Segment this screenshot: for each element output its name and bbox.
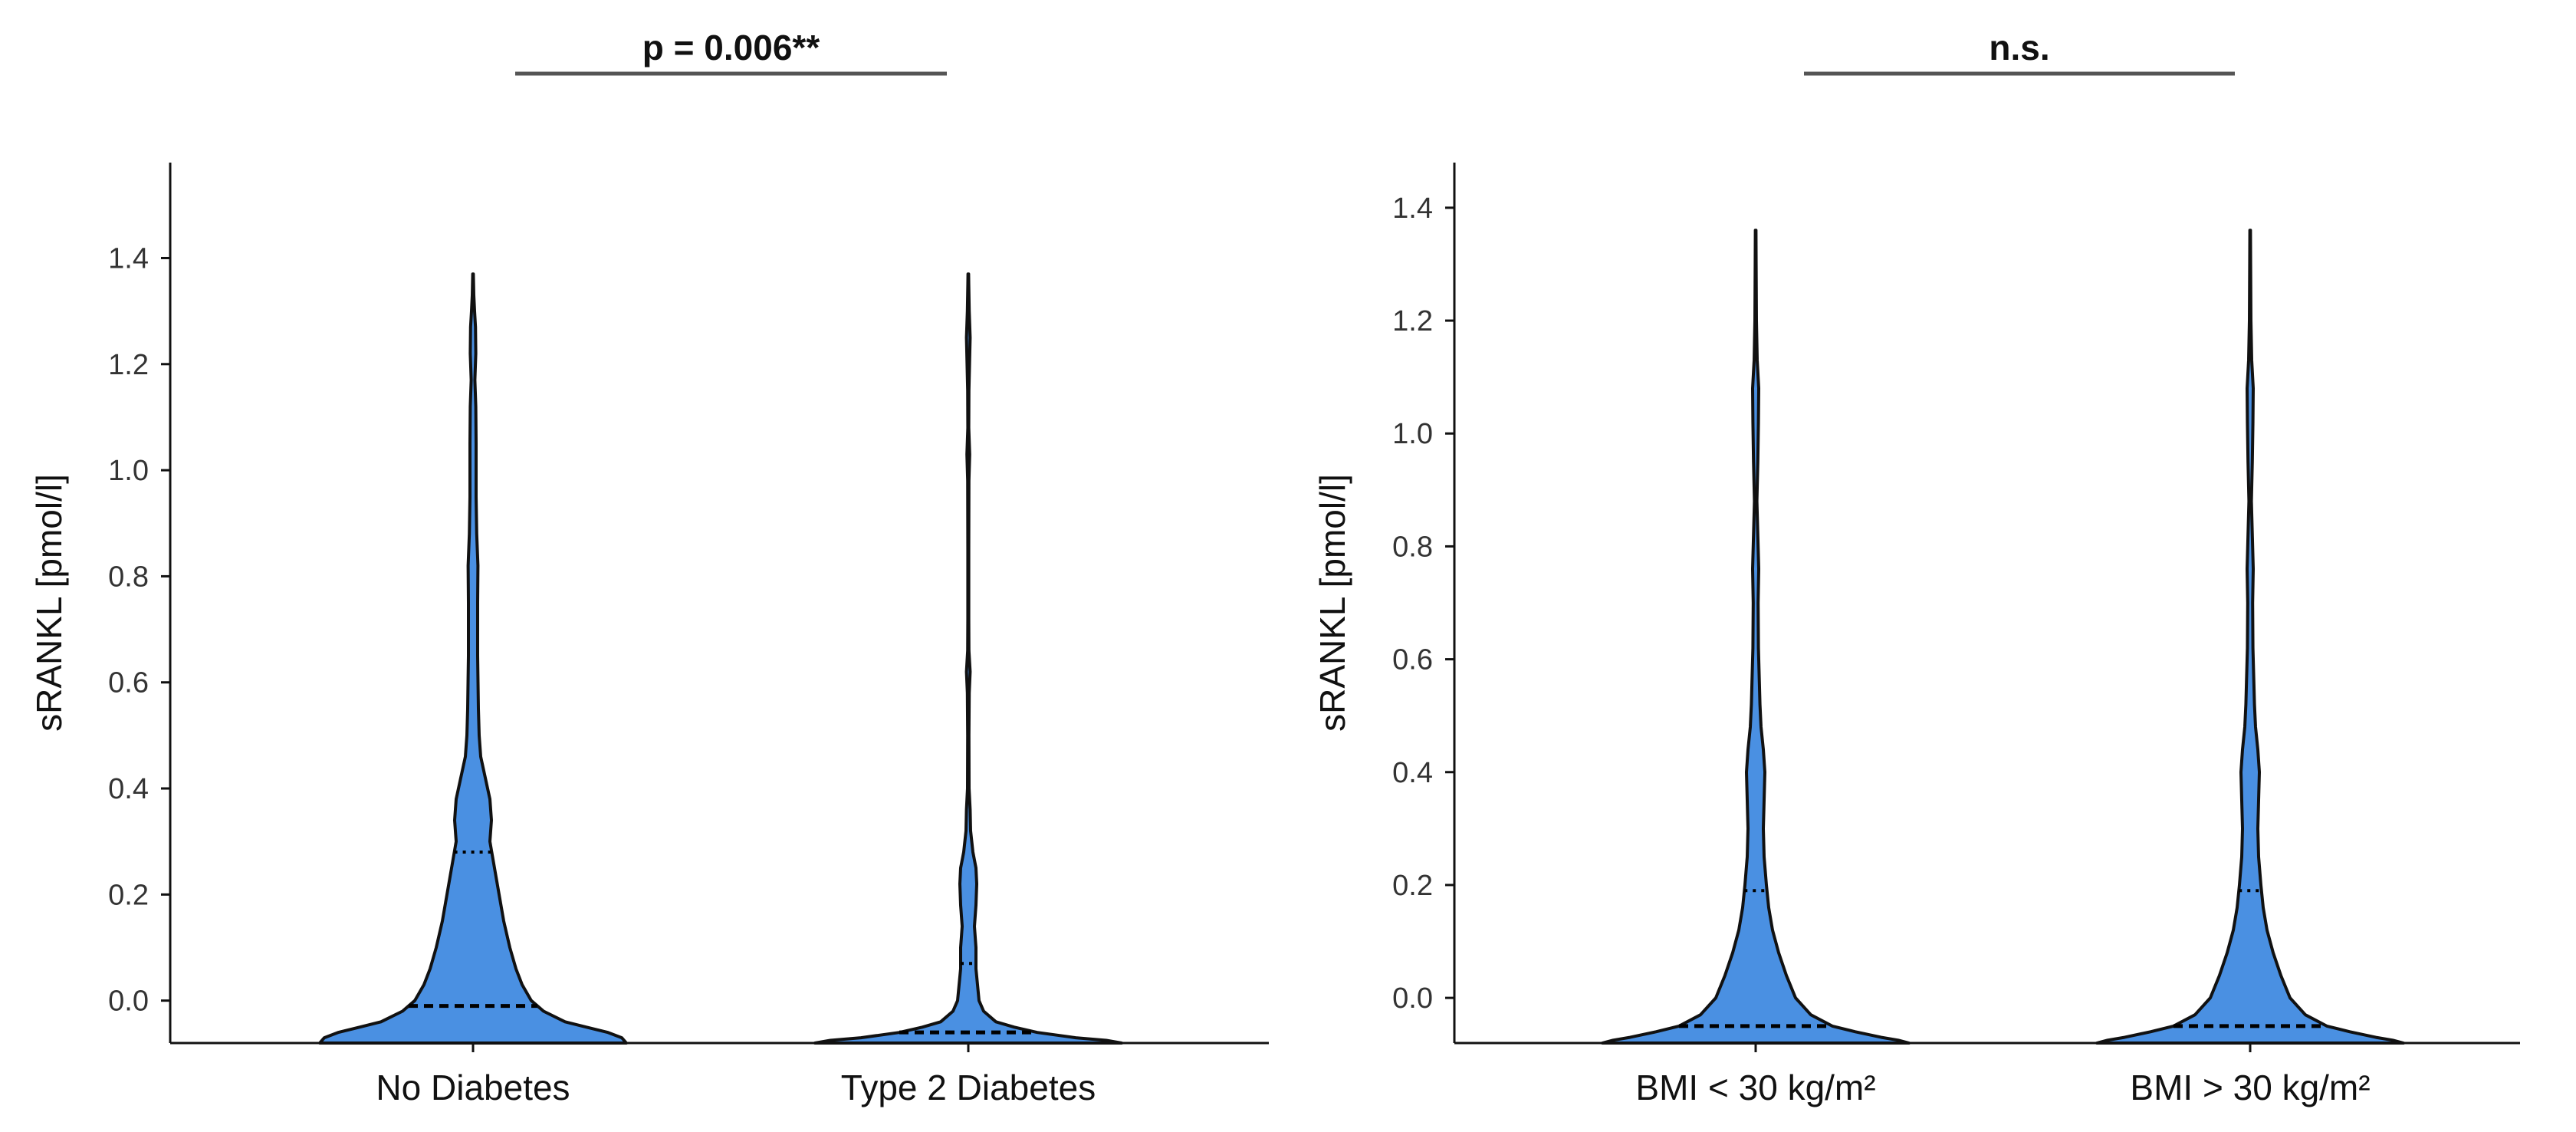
violin-0-0 bbox=[318, 272, 628, 1045]
left-violin-panel: No Diabetes Type 2 Diabetes 0.0 0.2 0.4 0.6 0.… bbox=[29, 28, 1269, 1107]
y-tick-label-0-4: 0.8 bbox=[108, 561, 149, 593]
category-label-1-1: BMI > 30 kg/m² bbox=[2130, 1068, 2370, 1107]
y-tick-label-1-6: 1.2 bbox=[1392, 305, 1433, 337]
y-tick-label-1-3: 0.6 bbox=[1392, 644, 1433, 676]
violin-1-0 bbox=[1601, 229, 1911, 1045]
category-label-1-0: BMI < 30 kg/m² bbox=[1635, 1068, 1875, 1107]
y-tick-label-1-5: 1.0 bbox=[1392, 418, 1433, 450]
category-label-0-0: No Diabetes bbox=[376, 1068, 570, 1107]
y-axis-title-0: sRANKL [pmol/l] bbox=[29, 474, 69, 732]
y-tick-label-1-4: 0.8 bbox=[1392, 531, 1433, 563]
y-tick-label-0-3: 0.6 bbox=[108, 667, 149, 699]
y-tick-label-1-1: 0.2 bbox=[1392, 870, 1433, 902]
y-tick-label-0-1: 0.2 bbox=[108, 879, 149, 911]
violin-0-1 bbox=[813, 272, 1123, 1045]
y-tick-label-0-6: 1.2 bbox=[108, 349, 149, 381]
y-tick-label-1-2: 0.4 bbox=[1392, 757, 1433, 789]
y-tick-label-0-0: 0.0 bbox=[108, 986, 149, 1018]
y-tick-label-0-7: 1.4 bbox=[108, 242, 149, 275]
y-axis-title-1: sRANKL [pmol/l] bbox=[1313, 474, 1352, 732]
significance-label-1: n.s. bbox=[1989, 28, 2049, 67]
y-tick-label-1-0: 0.0 bbox=[1392, 982, 1433, 1015]
y-tick-label-0-5: 1.0 bbox=[108, 455, 149, 487]
significance-label-0: p = 0.006** bbox=[642, 28, 820, 67]
y-tick-label-1-7: 1.4 bbox=[1392, 193, 1433, 225]
right-violin-panel: BMI < 30 kg/m² BMI > 30 kg/m² 0.0 0.2 0.4 0.6… bbox=[1313, 28, 2520, 1107]
y-tick-label-0-2: 0.4 bbox=[108, 773, 149, 805]
category-label-0-1: Type 2 Diabetes bbox=[841, 1068, 1096, 1107]
violin-1-1 bbox=[2095, 229, 2405, 1045]
